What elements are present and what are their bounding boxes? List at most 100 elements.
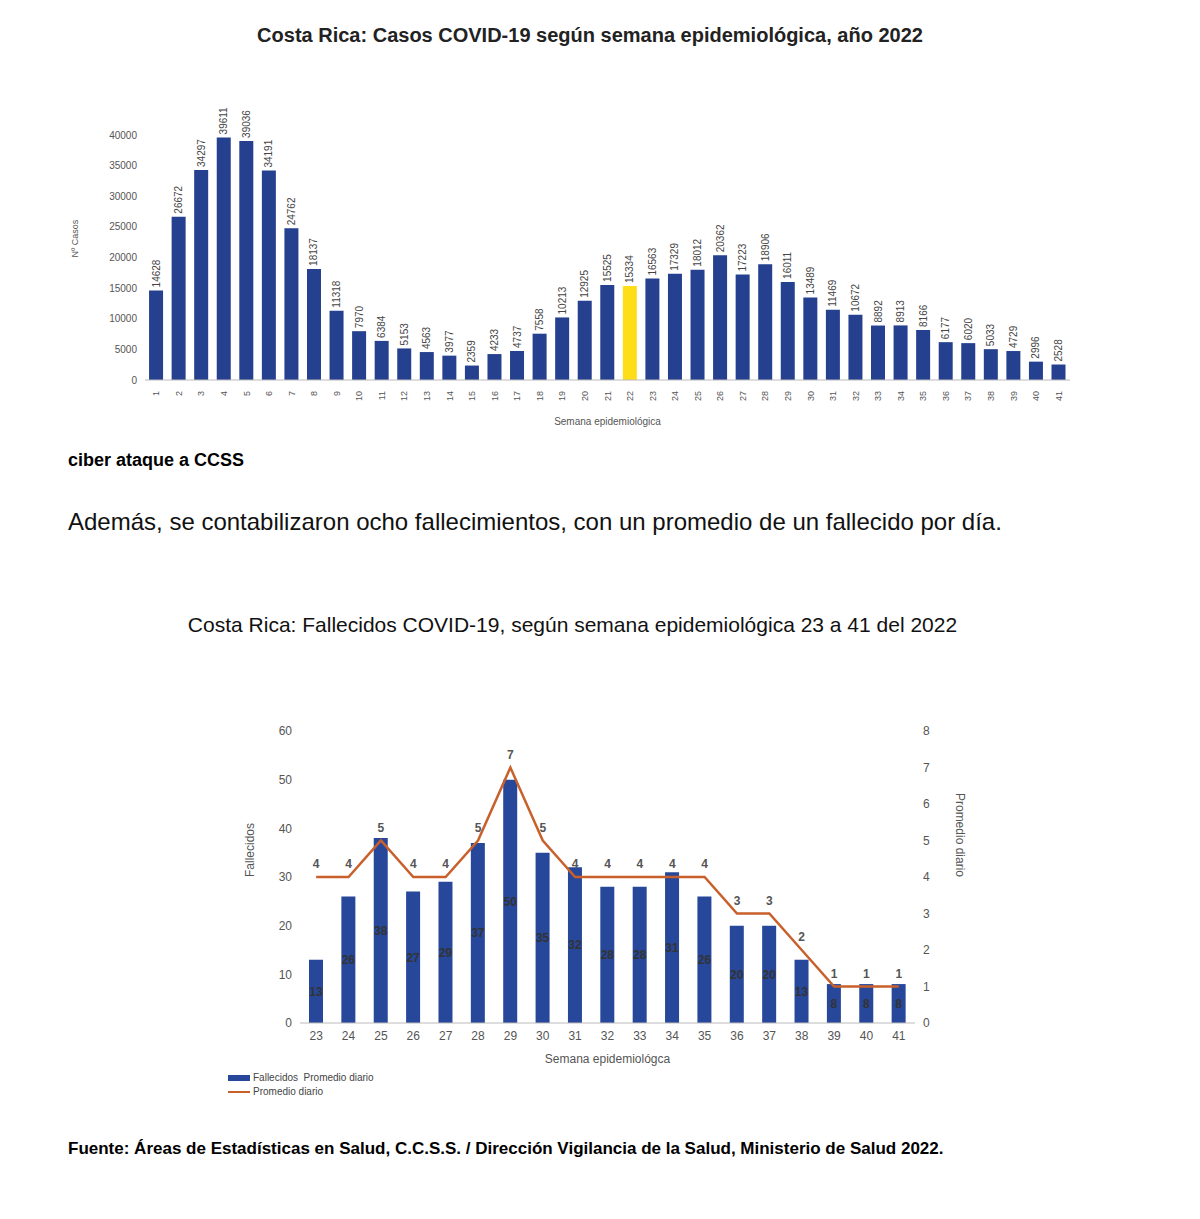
svg-text:5000: 5000 — [115, 344, 138, 355]
svg-text:29: 29 — [504, 1029, 518, 1043]
svg-text:22: 22 — [625, 391, 635, 401]
svg-text:4: 4 — [669, 857, 676, 871]
svg-text:4: 4 — [572, 857, 579, 871]
svg-text:41: 41 — [1054, 391, 1064, 401]
svg-text:37: 37 — [763, 1029, 777, 1043]
svg-text:24762: 24762 — [286, 197, 297, 225]
svg-text:10672: 10672 — [850, 283, 861, 311]
svg-text:35000: 35000 — [109, 160, 137, 171]
svg-text:8: 8 — [863, 997, 870, 1011]
svg-text:26: 26 — [698, 953, 712, 967]
svg-text:2: 2 — [798, 930, 805, 944]
svg-text:4: 4 — [604, 857, 611, 871]
svg-text:35: 35 — [918, 391, 928, 401]
svg-text:37: 37 — [471, 926, 485, 940]
svg-text:8: 8 — [831, 997, 838, 1011]
svg-text:14: 14 — [445, 391, 455, 401]
svg-text:0: 0 — [131, 375, 137, 386]
svg-text:1: 1 — [923, 980, 930, 994]
svg-text:6: 6 — [264, 391, 274, 396]
svg-text:8913: 8913 — [895, 300, 906, 323]
svg-text:20: 20 — [580, 391, 590, 401]
svg-text:50: 50 — [504, 895, 518, 909]
svg-text:4: 4 — [345, 857, 352, 871]
svg-text:4729: 4729 — [1008, 325, 1019, 348]
svg-text:5: 5 — [539, 821, 546, 835]
svg-text:28: 28 — [601, 948, 615, 962]
svg-text:33: 33 — [633, 1029, 647, 1043]
svg-text:5: 5 — [378, 821, 385, 835]
svg-text:31: 31 — [665, 941, 679, 955]
svg-text:4233: 4233 — [489, 328, 500, 351]
svg-text:34297: 34297 — [196, 139, 207, 167]
svg-text:18137: 18137 — [308, 238, 319, 266]
svg-text:30: 30 — [806, 391, 816, 401]
svg-text:2: 2 — [174, 391, 184, 396]
svg-text:2359: 2359 — [466, 340, 477, 363]
svg-text:9: 9 — [332, 391, 342, 396]
svg-text:28: 28 — [633, 948, 647, 962]
svg-text:4: 4 — [701, 857, 708, 871]
svg-text:27: 27 — [439, 1029, 453, 1043]
svg-text:24: 24 — [342, 1029, 356, 1043]
svg-text:35: 35 — [698, 1029, 712, 1043]
svg-text:14628: 14628 — [151, 259, 162, 287]
svg-text:36: 36 — [730, 1029, 744, 1043]
svg-text:7558: 7558 — [534, 308, 545, 331]
svg-text:28: 28 — [760, 391, 770, 401]
svg-text:7: 7 — [287, 391, 297, 396]
svg-text:15000: 15000 — [109, 283, 137, 294]
svg-text:4: 4 — [637, 857, 644, 871]
svg-text:8: 8 — [923, 724, 930, 738]
svg-text:Fallecidos: Fallecidos — [243, 823, 257, 877]
svg-text:27: 27 — [738, 391, 748, 401]
svg-text:4737: 4737 — [512, 325, 523, 348]
svg-text:Nº Casos: Nº Casos — [70, 219, 80, 257]
svg-text:5033: 5033 — [985, 323, 996, 346]
svg-text:3977: 3977 — [444, 330, 455, 353]
svg-text:7: 7 — [507, 748, 514, 762]
svg-text:1: 1 — [831, 967, 838, 981]
svg-text:4: 4 — [923, 870, 930, 884]
svg-text:20362: 20362 — [715, 224, 726, 252]
svg-text:18906: 18906 — [760, 233, 771, 261]
svg-text:15334: 15334 — [624, 255, 635, 283]
svg-text:11469: 11469 — [827, 279, 838, 307]
svg-text:12: 12 — [399, 391, 409, 401]
svg-text:24: 24 — [670, 391, 680, 401]
svg-text:1: 1 — [151, 391, 161, 396]
svg-text:8892: 8892 — [873, 300, 884, 323]
svg-text:8166: 8166 — [918, 304, 929, 327]
svg-text:6177: 6177 — [940, 316, 951, 339]
svg-text:21: 21 — [603, 391, 613, 401]
svg-text:11: 11 — [377, 391, 387, 400]
svg-text:3: 3 — [923, 907, 930, 921]
svg-text:34191: 34191 — [263, 139, 274, 167]
svg-text:8: 8 — [309, 391, 319, 396]
svg-text:10: 10 — [354, 391, 364, 401]
svg-text:25: 25 — [374, 1029, 388, 1043]
svg-text:17223: 17223 — [737, 243, 748, 271]
svg-text:3: 3 — [196, 391, 206, 396]
svg-text:13489: 13489 — [805, 266, 816, 294]
svg-text:39: 39 — [1009, 391, 1019, 401]
svg-text:60: 60 — [279, 724, 293, 738]
svg-text:40: 40 — [1031, 391, 1041, 401]
svg-text:16563: 16563 — [647, 247, 658, 275]
svg-text:25: 25 — [693, 391, 703, 401]
svg-text:16: 16 — [490, 391, 500, 401]
svg-text:32: 32 — [601, 1029, 615, 1043]
svg-text:1: 1 — [895, 967, 902, 981]
svg-text:Semana epidemiológica: Semana epidemiológica — [554, 416, 661, 427]
svg-text:35: 35 — [536, 931, 550, 945]
svg-text:34: 34 — [896, 391, 906, 401]
svg-text:4: 4 — [410, 857, 417, 871]
svg-text:4: 4 — [219, 391, 229, 396]
svg-text:23: 23 — [310, 1029, 324, 1043]
svg-text:7: 7 — [923, 761, 930, 775]
svg-text:13: 13 — [309, 985, 323, 999]
svg-text:26: 26 — [342, 953, 356, 967]
svg-text:40000: 40000 — [109, 130, 137, 141]
svg-text:31: 31 — [828, 391, 838, 401]
svg-text:32: 32 — [568, 938, 582, 952]
